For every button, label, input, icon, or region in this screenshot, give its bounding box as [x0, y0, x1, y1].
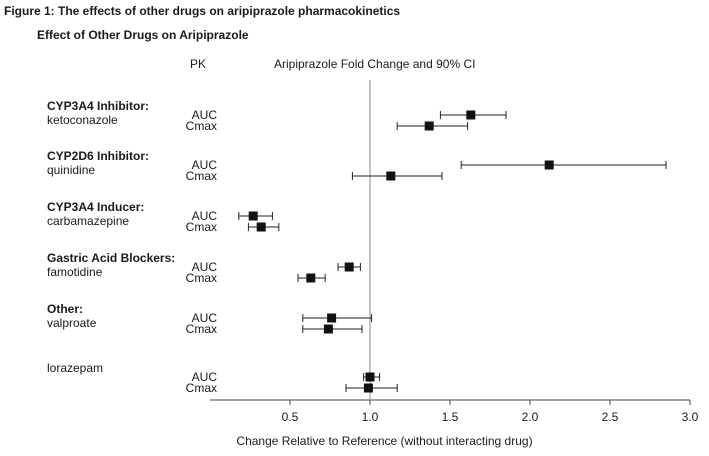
x-tick-label: 3.0 — [682, 410, 699, 424]
pk-label: AUC — [192, 158, 218, 172]
drug-name: ketoconazole — [47, 113, 118, 127]
x-tick-label: 1.0 — [362, 410, 379, 424]
point-estimate — [544, 160, 554, 170]
x-axis-label: Change Relative to Reference (without in… — [236, 434, 533, 448]
chart-title: Effect of Other Drugs on Aripiprazole — [37, 28, 249, 42]
group-name: CYP3A4 Inhibitor: — [47, 99, 149, 113]
group-name: CYP3A4 Inducer: — [47, 200, 144, 214]
point-estimate — [327, 313, 337, 323]
pk-column-header: PK — [190, 57, 207, 71]
drug-name: lorazepam — [47, 361, 103, 375]
pk-label: Cmax — [186, 119, 217, 133]
point-estimate — [248, 211, 258, 221]
drug-name: famotidine — [47, 265, 103, 279]
point-estimate — [424, 121, 434, 131]
pk-label: AUC — [192, 260, 218, 274]
group-name: Gastric Acid Blockers: — [47, 251, 175, 265]
pk-label: Cmax — [186, 169, 217, 183]
pk-label: AUC — [192, 108, 218, 122]
drug-name: quinidine — [47, 163, 95, 177]
point-estimate — [386, 171, 396, 181]
point-estimate — [306, 273, 316, 283]
point-estimate — [256, 222, 266, 232]
point-estimate — [323, 324, 333, 334]
pk-label: Cmax — [186, 381, 217, 395]
pk-label: AUC — [192, 311, 218, 325]
pk-label: AUC — [192, 370, 218, 384]
group-name: CYP2D6 Inhibitor: — [47, 149, 149, 163]
pk-label: Cmax — [186, 271, 217, 285]
x-tick-label: 2.5 — [602, 410, 619, 424]
pk-label: Cmax — [186, 220, 217, 234]
x-tick-label: 0.5 — [282, 410, 299, 424]
x-tick-label: 2.0 — [522, 410, 539, 424]
drug-name: valproate — [47, 316, 97, 330]
drug-name: carbamazepine — [47, 214, 129, 228]
point-estimate — [466, 110, 476, 120]
group-name: Other: — [47, 302, 83, 316]
ci-column-header: Aripiprazole Fold Change and 90% CI — [274, 57, 476, 71]
figure-title: Figure 1: The effects of other drugs on … — [4, 4, 401, 18]
point-estimate — [365, 372, 375, 382]
pk-label: AUC — [192, 209, 218, 223]
point-estimate — [344, 262, 354, 272]
x-tick-label: 1.5 — [442, 410, 459, 424]
pk-label: Cmax — [186, 322, 217, 336]
point-estimate — [363, 383, 373, 393]
